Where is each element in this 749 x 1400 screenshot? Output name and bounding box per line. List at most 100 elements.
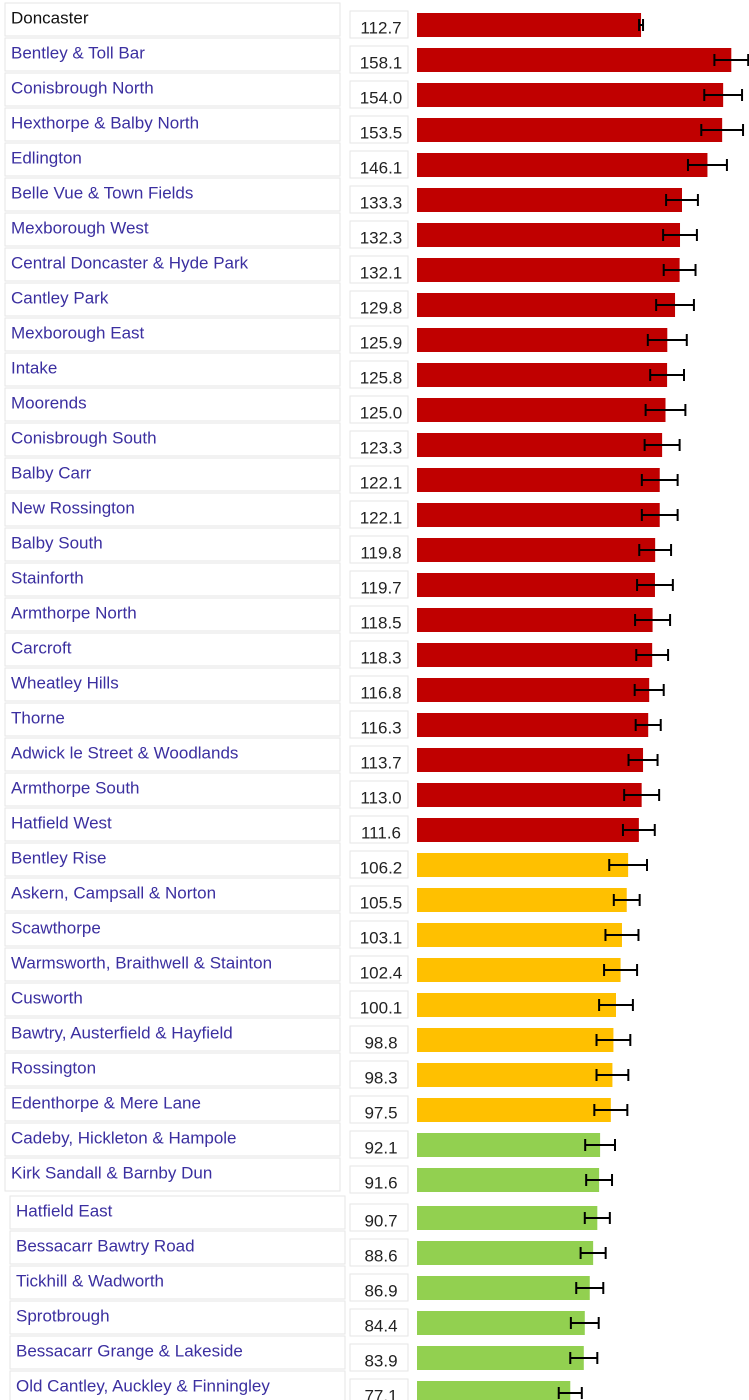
value-cell <box>349 1025 409 1054</box>
name-cell <box>4 1122 341 1157</box>
value-cell <box>349 395 409 424</box>
value-cell <box>349 1378 409 1400</box>
name-cell <box>4 2 341 37</box>
value-label: 116.3 <box>360 718 401 737</box>
name-cell <box>4 1052 341 1087</box>
value-label: 86.9 <box>364 1281 397 1300</box>
value-cell <box>349 1095 409 1124</box>
name-cell <box>4 492 341 527</box>
value-label: 91.6 <box>364 1173 397 1192</box>
value-label: 88.6 <box>364 1246 397 1265</box>
bar <box>417 1346 584 1370</box>
value-cell <box>349 815 409 844</box>
value-label: 77.1 <box>364 1386 397 1400</box>
value-label: 102.4 <box>360 963 403 982</box>
name-cell <box>4 667 341 702</box>
name-cell <box>4 877 341 912</box>
bar <box>417 748 644 772</box>
value-label: 133.3 <box>360 193 403 212</box>
name-cell <box>4 912 341 947</box>
bar <box>417 328 668 352</box>
value-cell <box>349 675 409 704</box>
value-label: 98.8 <box>364 1033 397 1052</box>
value-label: 92.1 <box>364 1138 397 1157</box>
value-cell <box>349 10 409 39</box>
category-label: Bessacarr Grange & Lakeside <box>16 1341 243 1360</box>
value-cell <box>349 185 409 214</box>
name-cell <box>4 457 341 492</box>
value-label: 125.0 <box>360 403 403 422</box>
bar <box>417 1098 611 1122</box>
category-label: Edenthorpe & Mere Lane <box>11 1093 201 1112</box>
value-cell <box>349 780 409 809</box>
category-label: Bentley & Toll Bar <box>11 43 145 62</box>
category-label: Intake <box>11 358 57 377</box>
value-cell <box>349 570 409 599</box>
value-cell <box>349 1165 409 1194</box>
category-label: Edlington <box>11 148 82 167</box>
value-label: 103.1 <box>360 928 403 947</box>
category-label: Armthorpe South <box>11 778 140 797</box>
bar <box>417 643 653 667</box>
category-label: Central Doncaster & Hyde Park <box>11 253 249 272</box>
category-label: New Rossington <box>11 498 135 517</box>
category-label: Bentley Rise <box>11 848 106 867</box>
value-label: 111.6 <box>361 823 401 842</box>
category-label: Doncaster <box>11 8 89 27</box>
name-cell <box>4 737 341 772</box>
bar <box>417 118 723 142</box>
name-cell <box>4 107 341 142</box>
bar <box>417 958 621 982</box>
value-cell <box>349 500 409 529</box>
name-cell <box>4 772 341 807</box>
bar <box>417 1168 600 1192</box>
category-label: Bawtry, Austerfield & Hayfield <box>11 1023 233 1042</box>
category-label: Cantley Park <box>11 288 109 307</box>
value-cell <box>349 710 409 739</box>
value-cell <box>349 1060 409 1089</box>
value-cell <box>349 885 409 914</box>
category-label: Kirk Sandall & Barnby Dun <box>11 1163 212 1182</box>
name-cell <box>9 1370 346 1400</box>
value-label: 98.3 <box>364 1068 397 1087</box>
bar <box>417 783 642 807</box>
value-label: 123.3 <box>360 438 403 457</box>
value-cell <box>349 920 409 949</box>
bar <box>417 608 653 632</box>
value-label: 90.7 <box>364 1211 397 1230</box>
name-cell <box>9 1265 346 1300</box>
value-label: 113.7 <box>360 753 401 772</box>
category-label: Moorends <box>11 393 87 412</box>
value-cell <box>349 80 409 109</box>
bar <box>417 363 668 387</box>
bar <box>417 468 660 492</box>
name-cell <box>4 177 341 212</box>
bar <box>417 1311 585 1335</box>
name-cell <box>4 1157 341 1192</box>
name-cell <box>4 247 341 282</box>
name-cell <box>4 982 341 1017</box>
value-cell <box>349 1130 409 1159</box>
category-label: Belle Vue & Town Fields <box>11 183 193 202</box>
value-label: 105.5 <box>360 893 403 912</box>
bar <box>417 503 660 527</box>
name-cell <box>9 1230 346 1265</box>
bar <box>417 853 629 877</box>
name-cell <box>4 317 341 352</box>
bar <box>417 13 642 37</box>
bar <box>417 1133 601 1157</box>
bar <box>417 188 683 212</box>
value-label: 119.8 <box>360 543 401 562</box>
value-label: 154.0 <box>360 88 403 107</box>
category-label: Armthorpe North <box>11 603 137 622</box>
category-label: Warmsworth, Braithwell & Stainton <box>11 953 272 972</box>
value-label: 83.9 <box>364 1351 397 1370</box>
category-label: Stainforth <box>11 568 84 587</box>
bar <box>417 888 627 912</box>
bar <box>417 433 663 457</box>
name-cell <box>9 1195 346 1230</box>
value-cell <box>349 360 409 389</box>
value-cell <box>349 745 409 774</box>
bar <box>417 1381 571 1400</box>
value-label: 125.9 <box>360 333 403 352</box>
